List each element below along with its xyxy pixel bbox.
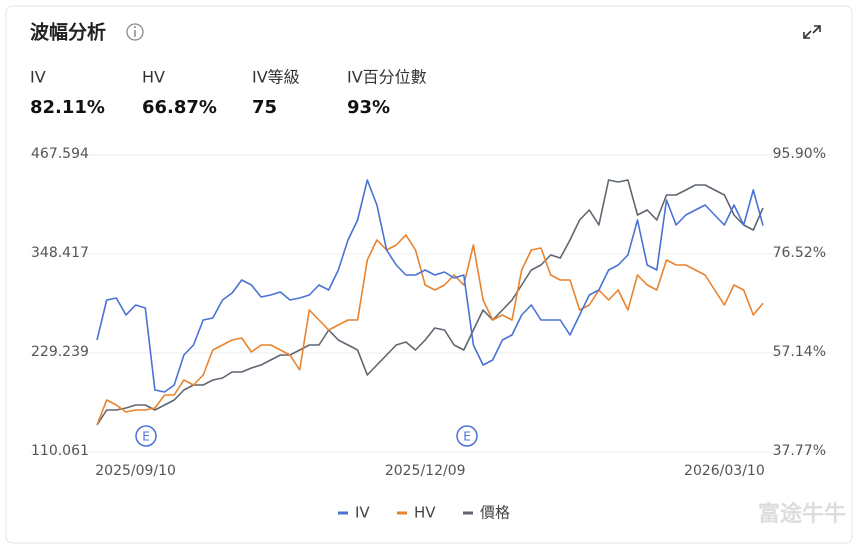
stat-label: IV百分位數 (347, 68, 427, 87)
expand-icon[interactable] (803, 25, 821, 39)
y-tick-label: 110.061 (31, 443, 89, 459)
card (5, 5, 853, 544)
info-icon[interactable] (126, 23, 144, 41)
stat-value: 66.87% (142, 97, 217, 118)
y-tick-label: 467.594 (31, 146, 89, 162)
series-line (96, 179, 764, 426)
stats: IV 82.11% HV 66.87% IV等級 75 IV百分位數 93% (30, 68, 427, 119)
stat-value: 93% (347, 97, 390, 118)
x-tick-label: 2026/03/10 (684, 463, 765, 479)
stat-label: HV (142, 68, 165, 87)
watermark: 富途牛牛 (758, 501, 846, 527)
series-line (96, 179, 764, 393)
earnings-label: E (463, 430, 471, 444)
y2-tick-label: 76.52% (773, 245, 826, 261)
earnings-marker (456, 425, 478, 447)
y2-tick-label: 95.90% (773, 146, 826, 162)
series-line (96, 234, 764, 426)
stat-value: 82.11% (30, 97, 105, 118)
x-tick-label: 2025/09/10 (95, 463, 176, 479)
title: 波幅分析 (30, 21, 106, 44)
y2-tick-label: 57.14% (773, 344, 826, 360)
y2-tick-label: 37.77% (773, 443, 826, 459)
earnings-marker (135, 425, 157, 447)
earnings-label: E (142, 430, 150, 444)
legend-label: HV (414, 504, 436, 522)
y-tick-label: 348.417 (31, 245, 89, 261)
legend-label: 價格 (480, 504, 510, 522)
stat-label: IV (30, 68, 46, 87)
stat-value: 75 (252, 97, 277, 118)
legend-label: IV (355, 504, 370, 522)
x-tick-label: 2025/12/09 (385, 463, 466, 479)
stat-label: IV等級 (252, 68, 300, 87)
plot: 110.061 229.239 348.417 467.594 37.77% 57.14%… (30, 146, 830, 522)
y-tick-label: 229.239 (31, 344, 89, 360)
